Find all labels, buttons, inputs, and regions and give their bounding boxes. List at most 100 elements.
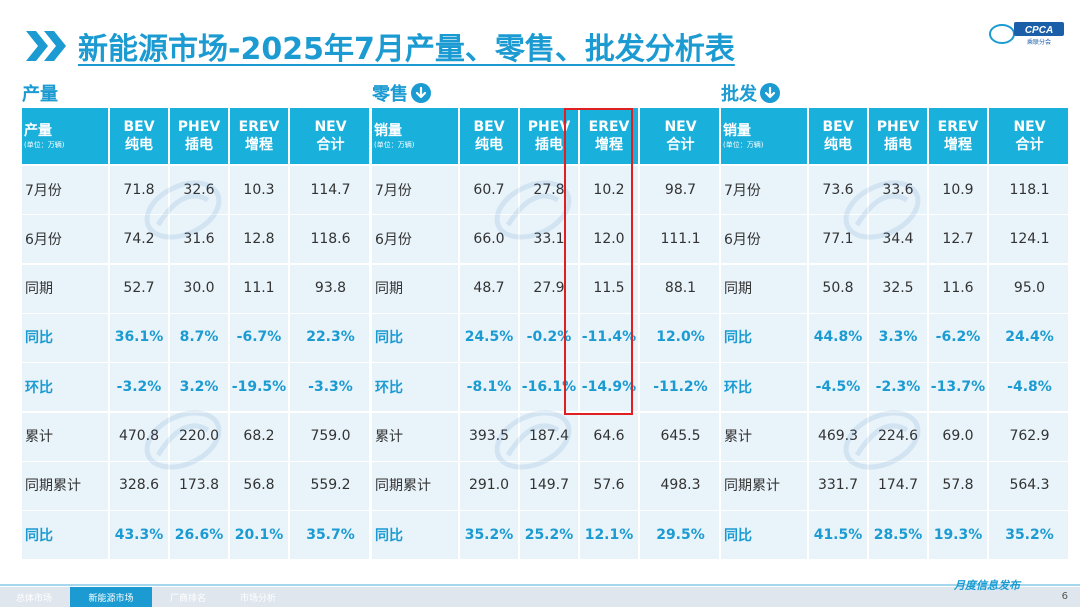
header-col-bev: BEV 纯电	[809, 108, 867, 164]
row-label: 6月份	[724, 231, 761, 248]
row-divider	[22, 411, 369, 413]
table-row: 7月份 73.6 33.6 10.9 118.1	[721, 165, 1068, 214]
table-cell: 27.8	[533, 181, 565, 198]
header-separator	[288, 108, 290, 164]
table-cell: 24.5%	[464, 329, 514, 346]
header-col-erev: EREV 增程	[230, 108, 288, 164]
header-col-bev: BEV 纯电	[110, 108, 168, 164]
table-row: 同比 41.5% 28.5% 19.3% 35.2%	[721, 510, 1068, 560]
row-label: 7月份	[25, 182, 62, 199]
header-col-nev: NEV 合计	[640, 108, 721, 164]
header-label-cell: 销量 (单位：万辆)	[723, 108, 809, 164]
table-cell: 24.4%	[1005, 329, 1054, 346]
header-col-desc: 合计	[316, 137, 345, 153]
table-cell: -8.1%	[466, 378, 512, 395]
table-cell: 88.1	[664, 280, 697, 297]
watermark-logo	[837, 175, 927, 249]
table-cell: 173.8	[178, 477, 220, 494]
table-cell: 30.0	[183, 280, 215, 297]
table-cell: 12.8	[243, 230, 275, 247]
header-separator	[807, 108, 809, 164]
table-row: 环比 -4.5% -2.3% -13.7% -4.8%	[721, 362, 1068, 412]
table-cell: -11.4%	[581, 329, 637, 346]
column-separator	[518, 165, 520, 560]
table-cell: 66.0	[473, 230, 505, 247]
tab-nev-market[interactable]: 新能源市场	[70, 587, 152, 607]
row-label: 7月份	[724, 182, 761, 199]
arrow-down-circle-icon[interactable]	[760, 83, 780, 103]
row-divider	[721, 510, 1068, 512]
table-cell: 20.1%	[234, 526, 284, 543]
column-separator	[927, 165, 929, 560]
row-label: 6月份	[375, 231, 412, 248]
table-cell: 564.3	[1009, 477, 1050, 494]
table-row: 6月份 77.1 34.4 12.7 124.1	[721, 214, 1068, 264]
row-label: 累计	[25, 429, 53, 445]
header-col-phev: PHEV 插电	[520, 108, 578, 164]
header-col-code: PHEV	[177, 119, 221, 135]
header-col-desc: 插电	[535, 137, 563, 153]
table-cell: 331.7	[817, 477, 859, 494]
table-cell: -6.7%	[236, 329, 282, 346]
table-cell: 95.0	[1013, 280, 1046, 297]
table-cell: 57.6	[593, 477, 625, 494]
table-cell: 187.4	[528, 428, 570, 444]
table-cell: 60.7	[473, 181, 505, 198]
column-separator	[867, 165, 869, 560]
column-separator	[288, 165, 290, 560]
table-cell: -0.2%	[526, 329, 572, 346]
table-cell: 64.6	[593, 428, 625, 444]
table-cell: 98.7	[664, 181, 697, 198]
row-label: 同比	[724, 330, 752, 347]
table-cell: 10.2	[593, 181, 625, 198]
tab-maker-ranking[interactable]: 厂商排名	[169, 593, 206, 604]
table-cell: 73.6	[822, 181, 854, 198]
row-divider	[22, 312, 369, 314]
table-cell: 50.8	[822, 280, 854, 297]
table-cell: 762.9	[1009, 428, 1050, 444]
arrow-down-circle-icon[interactable]	[411, 83, 431, 103]
table-header: 销量 (单位：万辆) BEV 纯电 PHEV 插电 EREV 增程 NEV 合计	[372, 108, 719, 164]
header-col-erev: EREV 增程	[929, 108, 987, 164]
header-label-cell: 产量 (单位：万辆)	[24, 108, 110, 164]
table-cell: 28.5%	[873, 526, 923, 543]
header-col-code: BEV	[473, 119, 505, 135]
header-col-desc: 纯电	[125, 137, 153, 153]
header-col-desc: 合计	[666, 137, 695, 153]
section-title-text: 产量	[22, 84, 58, 105]
table-header: 产量 (单位：万辆) BEV 纯电 PHEV 插电 EREV 增程 NEV 合计	[22, 108, 369, 164]
header-separator	[168, 108, 170, 164]
table-cell: 12.1%	[584, 526, 634, 543]
table-row: 同比 36.1% 8.7% -6.7% 22.3%	[22, 312, 369, 362]
header-first-label: 销量	[723, 123, 751, 139]
row-divider	[372, 362, 719, 364]
header-col-code: BEV	[123, 119, 155, 135]
table-cell: 44.8%	[813, 329, 863, 346]
table-cell: 43.3%	[114, 526, 164, 543]
header-col-desc: 插电	[185, 137, 213, 153]
table-row: 6月份 74.2 31.6 12.8 118.6	[22, 214, 369, 264]
table-cell: 224.6	[877, 428, 919, 444]
table-cell: 118.6	[310, 230, 351, 247]
table-cell: 35.2%	[464, 526, 514, 543]
header-separator	[518, 108, 520, 164]
erev-retail-highlight-box	[564, 108, 633, 415]
header-col-desc: 插电	[884, 137, 912, 153]
row-divider	[372, 460, 719, 462]
row-divider	[22, 165, 369, 166]
table-cell: 174.7	[877, 477, 919, 494]
row-divider	[721, 460, 1068, 462]
header-separator	[867, 108, 869, 164]
table-cell: 8.7%	[179, 329, 219, 346]
table-wholesale: 销量 (单位：万辆) BEV 纯电 PHEV 插电 EREV 增程 NEV 合计 7月份 73.6 33…	[721, 108, 1068, 560]
tab-overall-market[interactable]: 总体市场	[15, 593, 52, 604]
table-cell: 26.6%	[174, 526, 224, 543]
section-title-production: 产量	[22, 80, 58, 106]
row-label: 同期累计	[25, 478, 81, 495]
header-col-desc: 纯电	[824, 137, 852, 153]
table-cell: 12.0	[593, 230, 625, 247]
table-cell: 25.2%	[524, 526, 574, 543]
tab-market-analysis[interactable]: 市场分析	[239, 593, 276, 604]
column-separator	[987, 165, 989, 560]
header-separator	[927, 108, 929, 164]
